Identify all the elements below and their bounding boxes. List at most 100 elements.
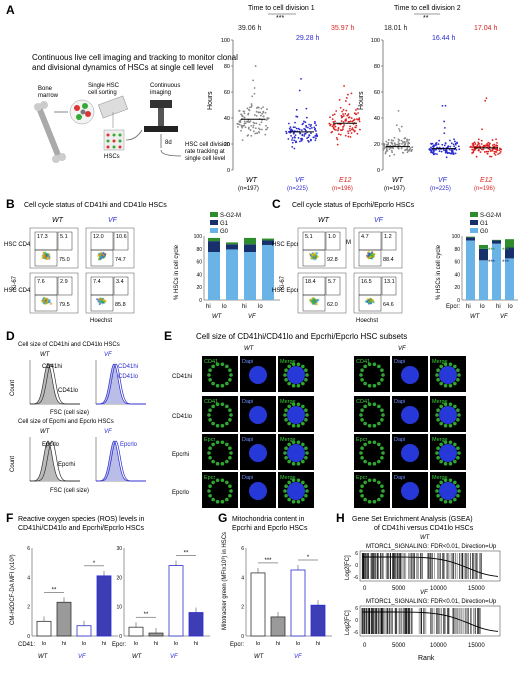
membrane-signal xyxy=(228,408,232,413)
data-point xyxy=(292,132,295,134)
data-point xyxy=(456,141,459,144)
dotplot-2-sig: ** xyxy=(423,15,429,22)
schematic-continuous-label: Continuous xyxy=(150,83,180,89)
membrane-signal xyxy=(283,413,287,417)
panel-b-quadrant-value: 79.5 xyxy=(59,302,70,308)
panel-c-quadrant-value: 5.1 xyxy=(305,234,313,240)
data-point xyxy=(432,150,435,153)
membrane-signal xyxy=(443,423,448,428)
dotplot-1-n-vf: (n=225) xyxy=(287,186,308,192)
membrane-signal xyxy=(360,368,364,373)
data-point xyxy=(301,123,304,126)
panel-b-quadrant-value: 10.6 xyxy=(116,234,127,240)
y-tick-label: 80 xyxy=(374,64,380,70)
data-point xyxy=(453,138,455,141)
data-point xyxy=(236,122,239,125)
panel-b-xlabel: Hoechst xyxy=(90,318,112,324)
panel-b-flow-event xyxy=(99,257,102,260)
data-point xyxy=(333,113,336,116)
membrane-signal xyxy=(220,499,225,504)
data-point xyxy=(474,145,476,148)
panel-c-group-wt: WT xyxy=(318,217,330,224)
panel-d-group-wt-2: WT xyxy=(40,429,51,435)
membrane-signal xyxy=(443,402,448,407)
data-point xyxy=(405,140,408,143)
data-point xyxy=(481,128,483,131)
panel-f1-y-tick-label: 6 xyxy=(27,546,30,552)
data-point xyxy=(294,141,297,144)
micrograph-channel-label: Merge xyxy=(432,437,448,443)
membrane-signal xyxy=(305,489,309,493)
membrane-signal xyxy=(377,497,381,502)
schematic-sort-label: Single HSC xyxy=(88,83,120,89)
panel-d-xlabel-1: FSC (cell size) xyxy=(50,410,89,416)
data-point xyxy=(499,150,502,153)
membrane-signal xyxy=(287,442,291,447)
membrane-signal xyxy=(448,478,453,483)
data-point xyxy=(430,146,432,149)
data-point xyxy=(310,132,312,135)
membrane-signal xyxy=(453,364,457,369)
membrane-signal xyxy=(208,368,212,373)
data-point xyxy=(298,128,301,131)
data-point xyxy=(449,139,451,142)
data-point xyxy=(293,139,296,142)
panel-f-title-2: CD41hi/CD41lo and Epcrhi/Epcrlo HSCs xyxy=(18,525,145,532)
data-point xyxy=(243,116,246,119)
membrane-signal xyxy=(220,440,225,445)
data-point xyxy=(495,138,497,141)
data-point xyxy=(355,124,358,127)
data-point xyxy=(347,113,350,115)
data-point xyxy=(300,77,302,80)
membrane-signal xyxy=(359,373,363,377)
panel-c-flow-event xyxy=(311,254,314,257)
data-point xyxy=(436,153,438,156)
nucleus xyxy=(401,366,419,384)
data-point xyxy=(475,155,478,158)
panel-f2-x-tick-label: hi xyxy=(194,641,198,647)
membrane-signal xyxy=(443,440,448,445)
membrane-signal xyxy=(208,493,212,498)
data-point xyxy=(313,126,316,129)
data-point xyxy=(309,125,312,128)
data-point xyxy=(305,124,308,127)
membrane-signal xyxy=(381,489,385,493)
data-point xyxy=(499,147,501,150)
panel-b-bar-segment xyxy=(208,252,220,300)
data-point xyxy=(288,127,291,130)
data-point xyxy=(314,139,317,142)
data-point xyxy=(496,142,498,144)
membrane-signal xyxy=(296,423,301,428)
membrane-signal xyxy=(291,499,296,504)
panel-b-bar-ylabel: % HSCs in cell cycle xyxy=(174,244,180,300)
data-point xyxy=(473,141,476,144)
data-point xyxy=(236,125,239,128)
panel-b-bar-segment xyxy=(208,237,220,242)
panel-b-flow-event xyxy=(41,254,44,257)
panel-b-flow-event xyxy=(48,298,51,302)
membrane-signal xyxy=(453,480,457,485)
data-point xyxy=(400,125,403,128)
data-point xyxy=(289,126,292,129)
panel-e-row-epcrlo: Epcrlo xyxy=(172,490,190,496)
data-point xyxy=(336,138,339,141)
membrane-signal xyxy=(367,423,372,428)
panel-c-quadrant-value: 1.2 xyxy=(384,234,392,240)
panel-c-bar-segment xyxy=(505,239,514,248)
panel-g-sig-label: * xyxy=(307,555,310,561)
panel-b-gate xyxy=(113,276,129,296)
data-point xyxy=(452,143,455,146)
data-point xyxy=(336,143,339,146)
data-point xyxy=(400,139,403,142)
panel-c-bar-x-1: hi xyxy=(466,304,471,310)
data-point xyxy=(258,123,261,126)
data-point xyxy=(291,141,294,144)
panel-label-e: E xyxy=(164,329,172,343)
panel-b-y-tick-label: 100 xyxy=(194,234,203,240)
data-point xyxy=(347,135,350,138)
data-point xyxy=(491,144,494,147)
data-point xyxy=(398,139,401,142)
panel-c-bar-x-2: lo xyxy=(480,304,485,310)
data-point xyxy=(411,146,414,149)
membrane-signal xyxy=(211,442,215,447)
